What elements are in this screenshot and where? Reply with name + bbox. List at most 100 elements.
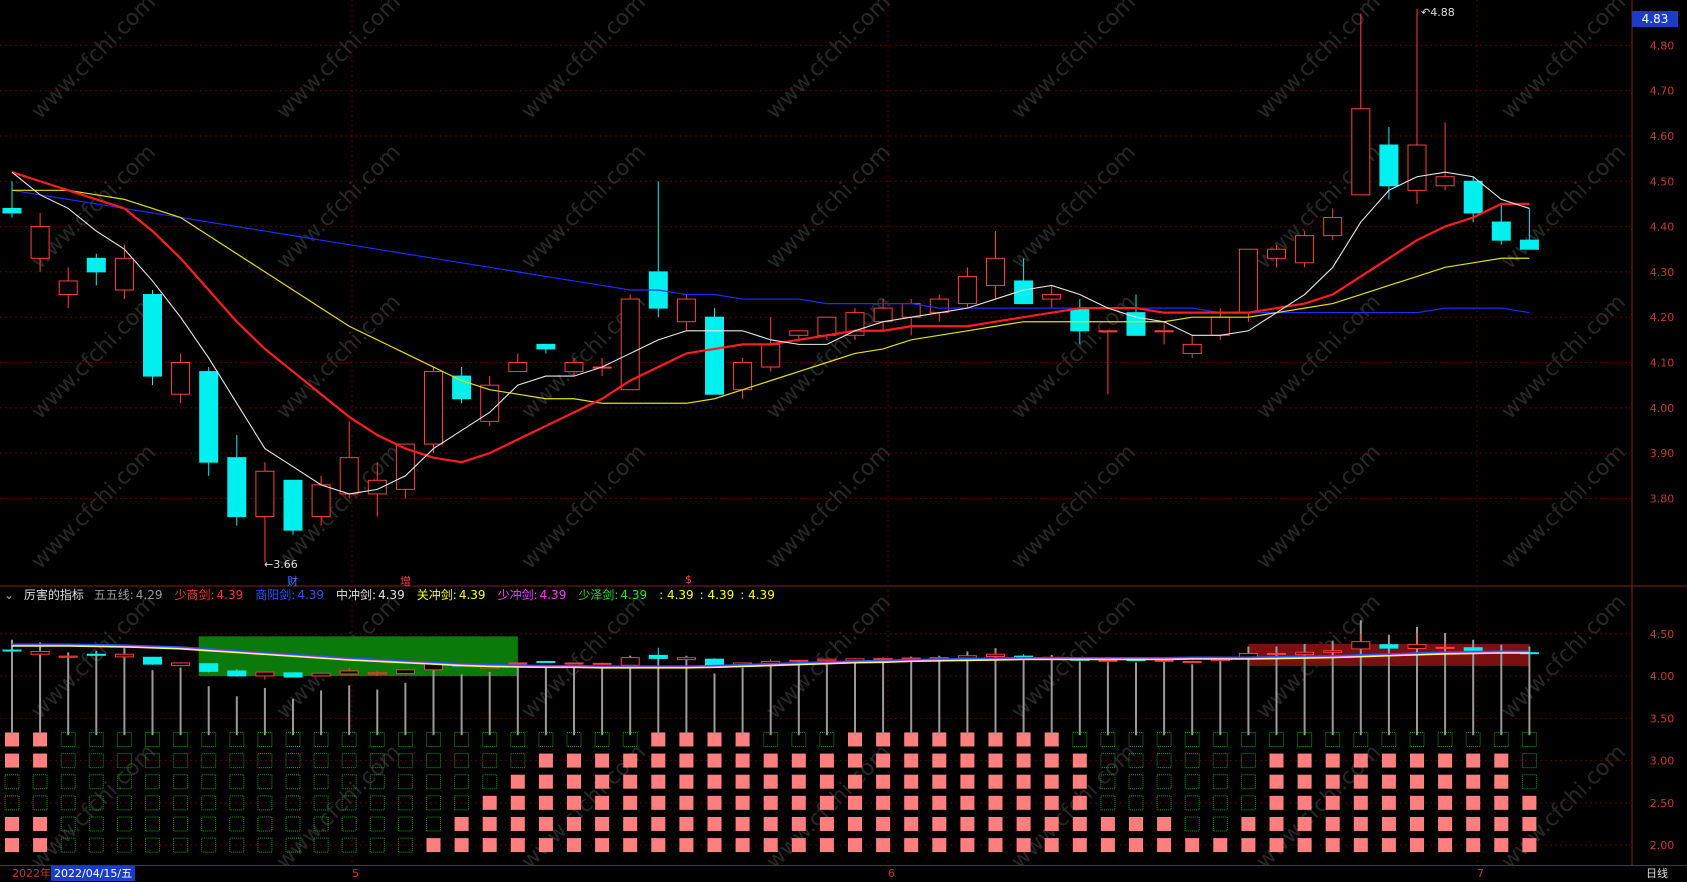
candle-body[interactable]: [733, 362, 753, 391]
indicator-block: [988, 774, 1003, 789]
candle-body[interactable]: [86, 257, 106, 273]
indicator-block: [116, 837, 132, 853]
indicator-block: [1522, 816, 1537, 831]
indicator-block: [1353, 816, 1368, 831]
indicator-block: [1410, 816, 1424, 831]
candle-body[interactable]: [1070, 307, 1090, 332]
price-tick-label: 4.00: [1650, 402, 1675, 415]
candle-body[interactable]: [620, 298, 640, 391]
candle-body[interactable]: [901, 303, 921, 318]
candle-body[interactable]: [1182, 343, 1202, 354]
candle-body[interactable]: [283, 479, 303, 531]
candle-body[interactable]: [199, 371, 219, 463]
candle-body[interactable]: [1098, 330, 1118, 333]
indicator-block: [341, 795, 357, 811]
candle-body[interactable]: [1267, 248, 1286, 259]
candle-body[interactable]: [986, 257, 1005, 286]
candle-body[interactable]: [311, 484, 331, 518]
indicator-block: [33, 732, 48, 747]
candle-body[interactable]: [424, 371, 443, 445]
indicator-block: [932, 816, 947, 831]
candle-body[interactable]: [1042, 294, 1062, 300]
candle-body[interactable]: [452, 375, 472, 400]
candle-body[interactable]: [1323, 217, 1343, 237]
indicator-block: [1466, 838, 1481, 853]
cai-marker[interactable]: 财: [287, 575, 298, 588]
indicator-block: [341, 753, 357, 769]
candle-body[interactable]: [339, 457, 359, 495]
candle-body[interactable]: [1519, 239, 1539, 250]
indicator-block: [5, 732, 19, 747]
period-selector[interactable]: 日线: [1646, 867, 1668, 880]
candle-body[interactable]: [1491, 221, 1511, 241]
indicator-block: [1129, 816, 1143, 831]
indicator-block: [1100, 838, 1115, 853]
indicator-candle-body: [1098, 659, 1118, 662]
indicator-block: [1381, 753, 1396, 768]
indicator-block: [1269, 774, 1284, 789]
date-axis: 2022年 2022/04/15/五 5 6 7 日线: [0, 865, 1687, 882]
candle-body[interactable]: [508, 362, 528, 373]
indicator-block: [1325, 795, 1340, 810]
indicator-block: [1297, 838, 1312, 853]
candle-body[interactable]: [1351, 108, 1371, 196]
candle-body[interactable]: [58, 280, 78, 296]
indicator-block: [1129, 838, 1143, 853]
candlesticks[interactable]: [2, 9, 1539, 562]
candle-body[interactable]: [1379, 144, 1399, 187]
indicator-block: [116, 753, 132, 769]
candle-body[interactable]: [564, 362, 584, 373]
indicator-candle-body: [957, 655, 977, 659]
indicator-block: [1494, 753, 1509, 768]
candle-body[interactable]: [1154, 330, 1174, 333]
candle-body[interactable]: [227, 457, 247, 518]
watermark-text: www.cfchi.com: [27, 290, 161, 424]
candle-body[interactable]: [1238, 248, 1258, 314]
candle-body[interactable]: [255, 470, 275, 518]
candle-body[interactable]: [1295, 235, 1315, 264]
candle-body[interactable]: [367, 479, 387, 495]
candle-body[interactable]: [817, 316, 837, 336]
candle-body[interactable]: [789, 330, 809, 336]
indicator-block: [623, 795, 638, 810]
indicator-block: [1044, 838, 1059, 853]
indicator-extra: : 4.39: [659, 588, 694, 602]
candle-body[interactable]: [536, 343, 556, 350]
indicator-block: [1438, 753, 1453, 768]
zeng-marker[interactable]: 增: [400, 575, 411, 588]
candle-body[interactable]: [873, 307, 893, 323]
indicator-block: [285, 816, 301, 832]
indicator-block: [1240, 753, 1256, 769]
price-tick-label: 4.30: [1650, 266, 1675, 279]
candle-body[interactable]: [957, 275, 977, 305]
candle-body[interactable]: [143, 294, 162, 377]
indicator-sword-line: [12, 643, 1530, 667]
candle-body[interactable]: [761, 343, 781, 368]
candle-body[interactable]: [1463, 180, 1483, 214]
collapse-icon[interactable]: ⌄: [4, 588, 15, 602]
indicator-block: [5, 838, 19, 853]
candle-body[interactable]: [171, 362, 191, 395]
candle-body[interactable]: [30, 226, 50, 259]
indicator-block: [904, 795, 919, 810]
candle-body[interactable]: [2, 207, 22, 214]
candle-body[interactable]: [929, 298, 949, 314]
indicator-candle-body: [676, 657, 696, 661]
candle-body[interactable]: [1435, 176, 1455, 187]
candle-body[interactable]: [1407, 144, 1427, 191]
watermark-text: www.cfchi.com: [272, 140, 406, 274]
candle-body[interactable]: [1126, 312, 1146, 336]
candle-body[interactable]: [676, 298, 696, 323]
candle-body[interactable]: [705, 316, 724, 395]
dollar-marker[interactable]: $: [685, 573, 692, 586]
candle-body[interactable]: [1014, 280, 1034, 305]
candle-body[interactable]: [114, 257, 134, 291]
indicator-title[interactable]: 厉害的指标: [23, 588, 84, 602]
candle-body[interactable]: [1210, 316, 1230, 336]
indicator-block: [201, 795, 217, 811]
indicator-block: [707, 795, 722, 810]
indicator-block: [201, 774, 217, 790]
watermark-layer: www.cfchi.com www.cfchi.com www.cfchi.com w…: [27, 0, 1631, 874]
indicator-block: [1438, 774, 1453, 789]
